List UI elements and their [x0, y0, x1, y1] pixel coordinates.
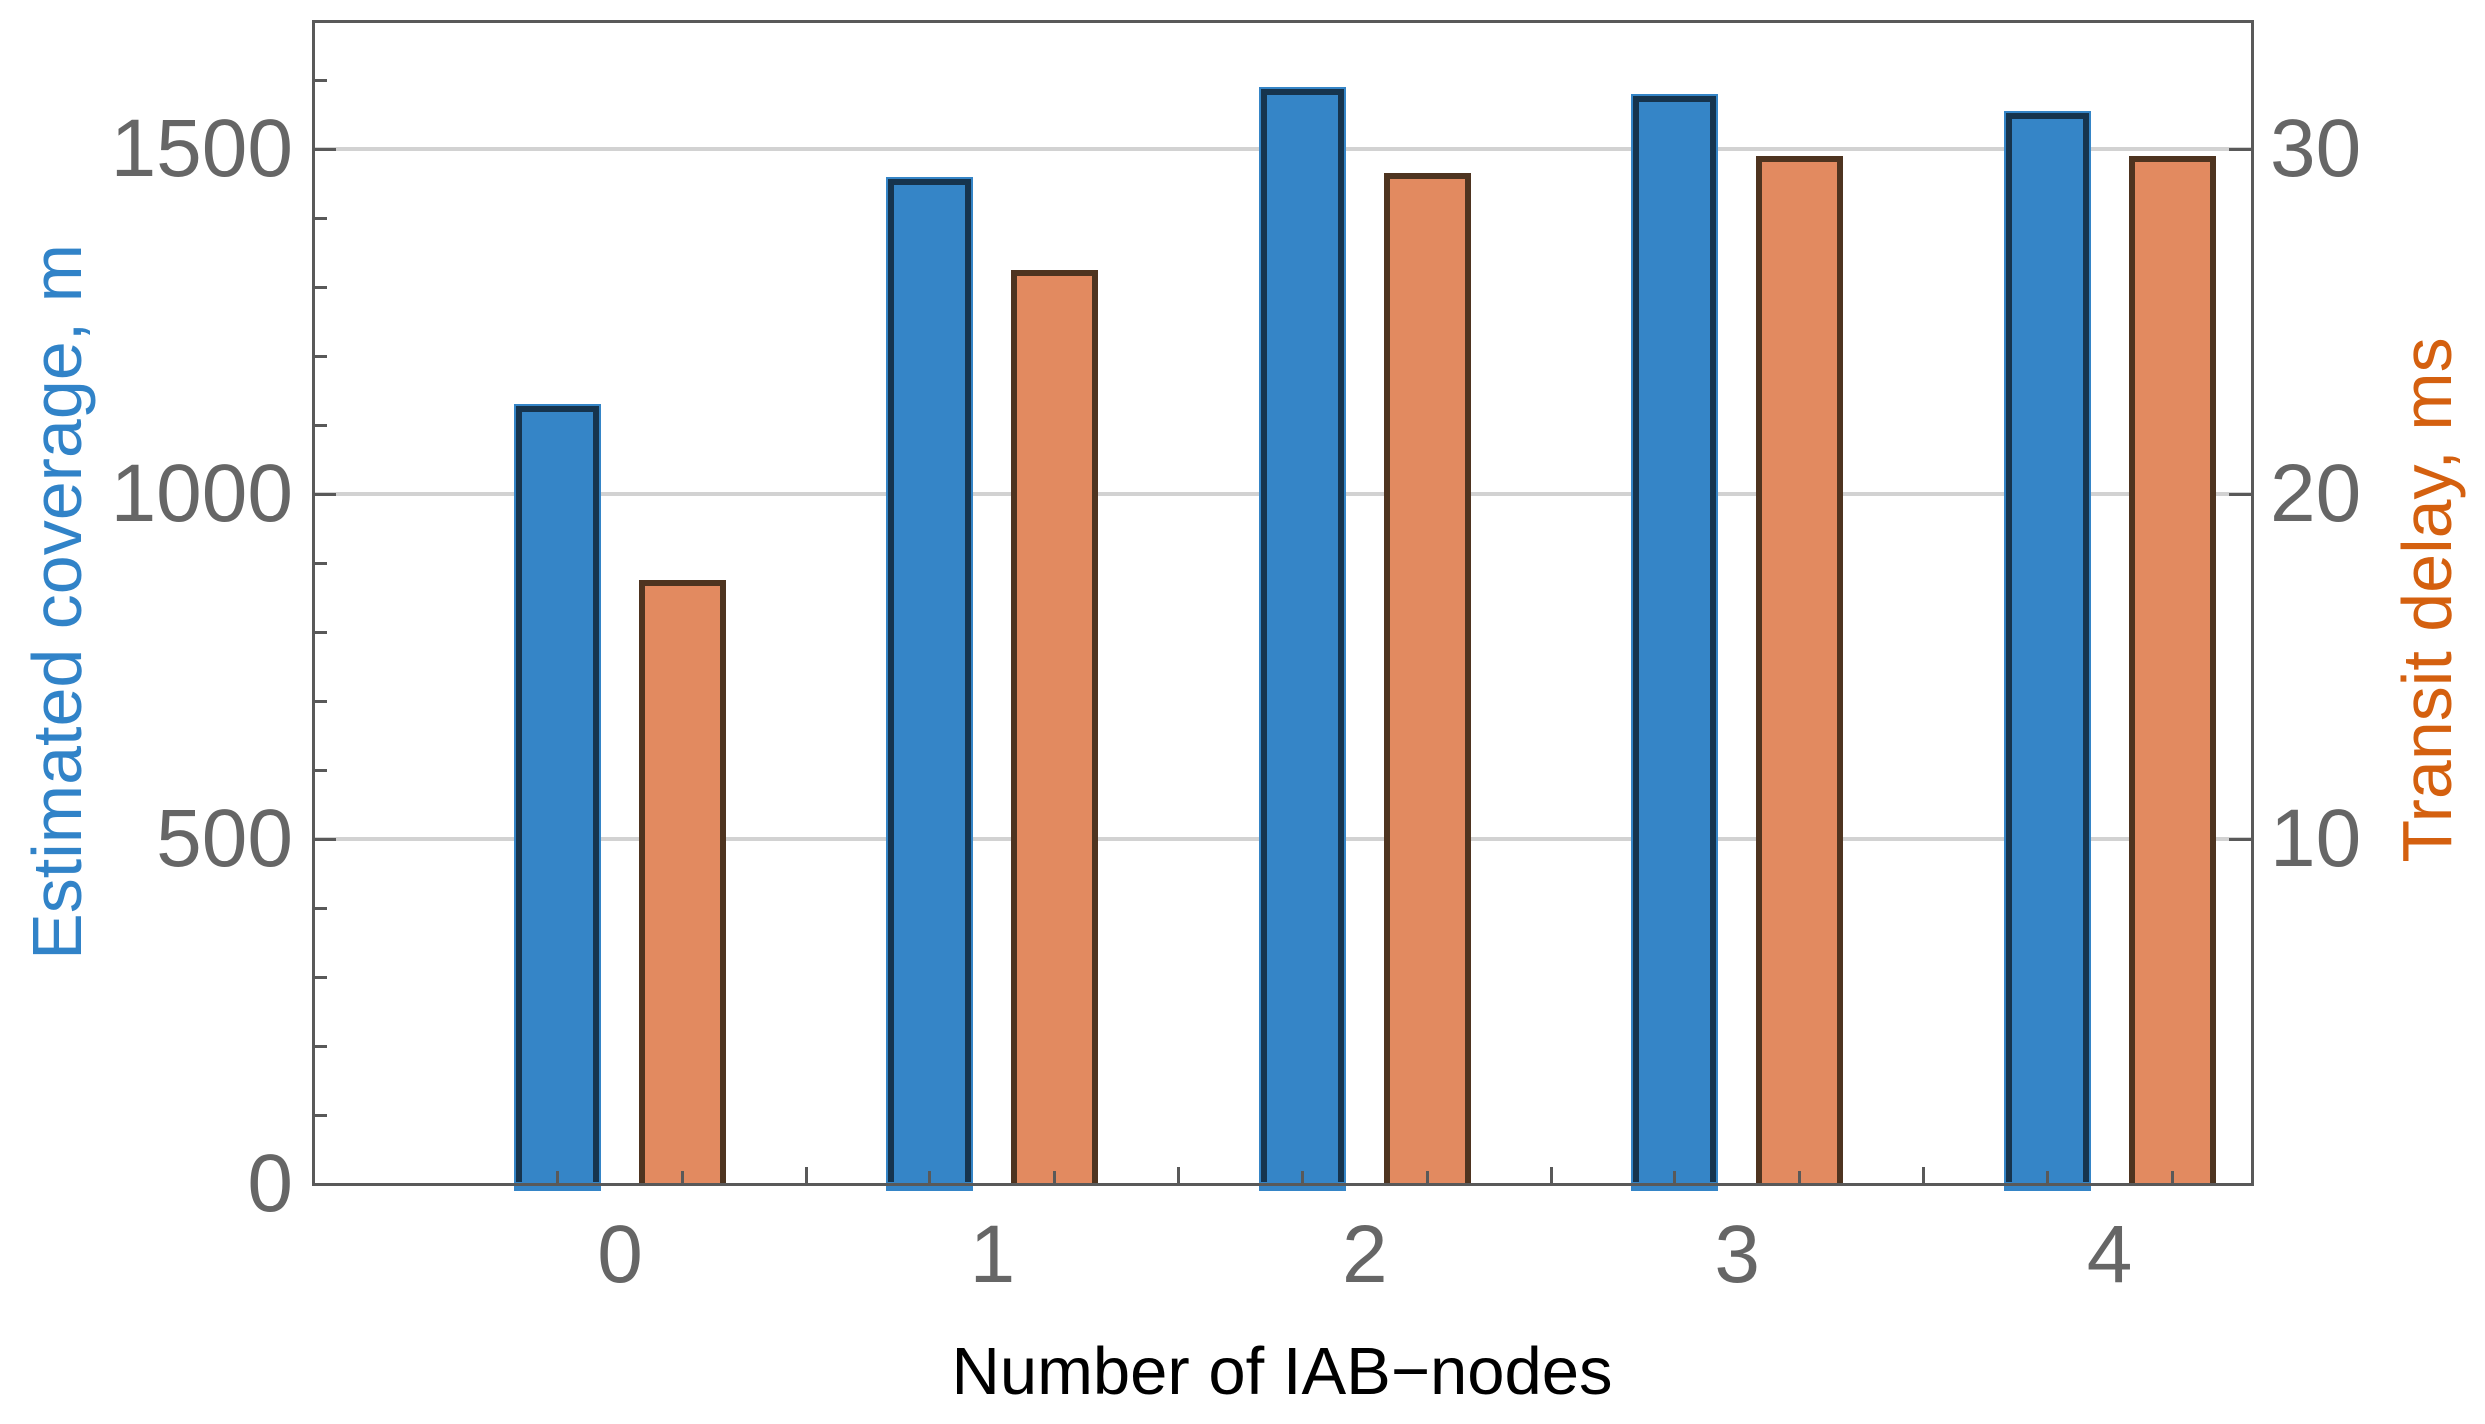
- bar-delay-edge: [1383, 173, 1471, 1184]
- x-axis-title: Number of IAB−nodes: [951, 1334, 1613, 1409]
- left-minor-tick: [313, 78, 327, 82]
- bar-coverage-edge: [1260, 88, 1344, 1182]
- left-minor-tick: [313, 906, 327, 910]
- left-major-tick: [313, 147, 336, 151]
- left-minor-tick: [313, 354, 327, 358]
- left-minor-tick: [313, 768, 327, 772]
- x-bar-tick: [556, 1171, 559, 1184]
- right-major-tick: [2229, 492, 2252, 496]
- x-boundary-tick: [1921, 1167, 1925, 1184]
- x-tick-label: 0: [597, 1209, 643, 1300]
- left-minor-tick: [313, 1044, 327, 1048]
- left-minor-tick: [313, 285, 327, 289]
- x-tick-label: 2: [1341, 1209, 1388, 1300]
- bar-delay-edge: [1756, 155, 1844, 1184]
- x-bar-tick: [928, 1171, 932, 1184]
- bar-coverage-edge: [888, 178, 972, 1182]
- x-tick-label: 3: [1714, 1209, 1760, 1300]
- bar-coverage-3: [1631, 93, 1719, 1191]
- x-bar-tick: [1798, 1171, 1802, 1184]
- left-major-tick: [313, 837, 336, 841]
- bar-delay-edge: [1011, 269, 1099, 1184]
- bar-delay-1: [1011, 269, 1099, 1184]
- x-bar-tick: [1425, 1171, 1429, 1184]
- x-bar-tick: [2045, 1171, 2049, 1184]
- bar-coverage-2: [1258, 86, 1346, 1191]
- left-minor-tick: [313, 630, 327, 634]
- bar-delay-2: [1383, 173, 1471, 1184]
- right-major-tick: [2229, 147, 2252, 151]
- x-boundary-tick: [804, 1167, 808, 1184]
- left-major-tick: [313, 492, 336, 496]
- right-tick-label: 30: [2270, 103, 2362, 194]
- x-bar-tick: [681, 1171, 684, 1184]
- left-minor-tick: [313, 423, 327, 427]
- left-minor-tick: [313, 1113, 327, 1117]
- left-tick-label: 1500: [110, 103, 293, 194]
- bar-coverage-4: [2003, 111, 2091, 1191]
- left-minor-tick: [313, 561, 327, 565]
- right-tick-label: 20: [2270, 448, 2362, 539]
- bar-delay-edge: [639, 580, 726, 1184]
- bar-delay-4: [2128, 155, 2216, 1184]
- x-bar-tick: [1053, 1171, 1057, 1184]
- left-minor-tick: [313, 216, 327, 220]
- bar-coverage-1: [886, 176, 974, 1191]
- left-major-tick: [313, 1182, 336, 1186]
- x-bar-tick: [1673, 1171, 1677, 1184]
- bar-coverage-edge: [2005, 113, 2089, 1182]
- x-tick-label: 1: [969, 1209, 1016, 1300]
- left-minor-tick: [313, 699, 327, 703]
- left-tick-label: 500: [156, 793, 293, 884]
- x-boundary-tick: [1177, 1167, 1181, 1184]
- right-tick-label: 10: [2270, 793, 2362, 884]
- plot-frame: [311, 19, 2254, 1186]
- bar-delay-edge: [2128, 155, 2216, 1184]
- x-bar-tick: [2170, 1171, 2174, 1184]
- right-major-tick: [2229, 837, 2252, 841]
- left-minor-tick: [313, 975, 327, 979]
- left-axis-title: Estimated coverage, m: [18, 244, 96, 960]
- right-axis-title: Transit delay, ms: [2388, 337, 2466, 863]
- x-tick-label: 4: [2086, 1209, 2133, 1300]
- x-bar-tick: [1300, 1171, 1304, 1184]
- bar-coverage-edge: [516, 406, 599, 1182]
- left-tick-label: 1000: [110, 448, 293, 539]
- bar-delay-3: [1756, 155, 1844, 1184]
- bar-coverage-edge: [1633, 95, 1717, 1182]
- bar-coverage-0: [514, 404, 601, 1191]
- left-tick-label: 0: [247, 1138, 293, 1229]
- x-boundary-tick: [1549, 1167, 1553, 1184]
- bar-delay-0: [639, 580, 726, 1184]
